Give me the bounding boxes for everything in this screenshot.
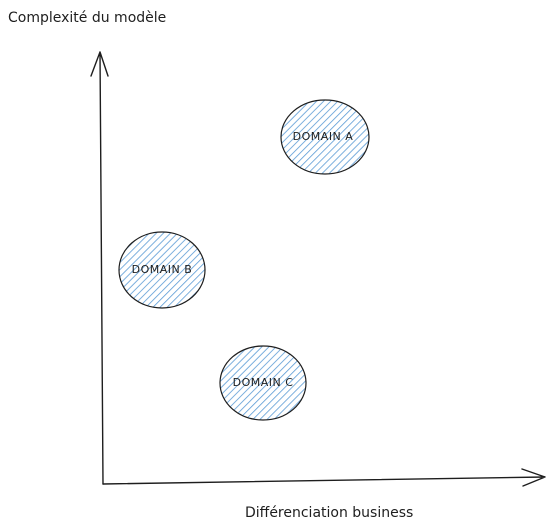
node-shape: [219, 345, 307, 421]
x-axis-label: Différenciation business: [245, 505, 413, 521]
node: DOMAIN C: [219, 345, 307, 421]
node: DOMAIN B: [118, 231, 206, 309]
node: DOMAIN A: [280, 99, 370, 175]
y-axis: [90, 51, 109, 485]
node-label: DOMAIN B: [132, 263, 193, 276]
y-axis-label: Complexité du modèle: [8, 10, 166, 26]
node-label: DOMAIN C: [233, 376, 294, 389]
node-shape: [280, 99, 370, 175]
node-shape: [118, 231, 206, 309]
node-label: DOMAIN A: [293, 130, 354, 143]
x-axis: [102, 468, 546, 487]
